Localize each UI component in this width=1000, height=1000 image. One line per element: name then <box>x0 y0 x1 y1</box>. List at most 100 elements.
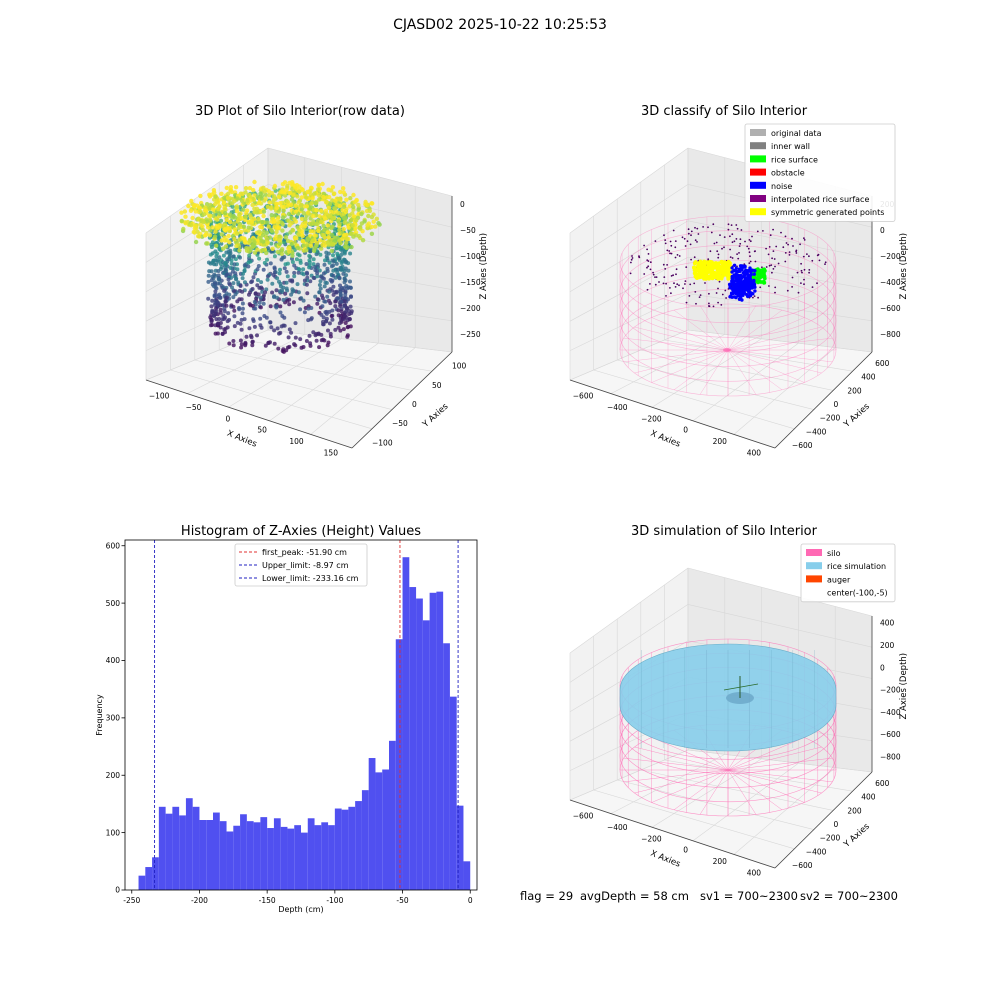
p2-interp-point <box>698 296 701 298</box>
p2-legend-label-1: inner wall <box>771 142 810 151</box>
p1-point <box>369 231 375 236</box>
p1-point <box>252 206 257 211</box>
p2-interp-point <box>686 240 689 243</box>
p1-point <box>231 281 236 286</box>
p2-interp-point <box>787 243 789 246</box>
hist-bar <box>280 826 288 890</box>
p1-point <box>263 290 268 295</box>
p2-x-tick-label: −200 <box>641 414 662 423</box>
p1-point <box>224 217 229 223</box>
p2-noise-point <box>732 268 736 273</box>
p1-point <box>222 288 227 293</box>
p1-point <box>232 314 237 319</box>
p1-point <box>253 306 258 311</box>
p2-interp-point <box>800 269 803 272</box>
p2-symmetric-point <box>704 274 708 279</box>
p2-interp-point <box>689 243 692 246</box>
p2-silo-ring <box>619 215 837 309</box>
p1-point <box>276 226 281 231</box>
p1-y-axis-line <box>351 351 453 449</box>
p2-symmetric-point <box>693 271 698 276</box>
p1-point <box>314 221 319 227</box>
p1-point <box>351 214 357 219</box>
p2-noise-point <box>730 266 734 270</box>
p1-point <box>238 338 243 343</box>
p1-point <box>235 299 240 304</box>
p1-point <box>313 264 318 269</box>
p1-point <box>348 279 352 284</box>
p4-y-tick-label: 0 <box>834 820 839 829</box>
p1-point <box>325 294 330 299</box>
p1-point <box>276 194 282 199</box>
p1-point <box>330 215 335 221</box>
p1-point <box>299 271 304 276</box>
p1-point <box>324 250 329 255</box>
p1-point <box>220 317 225 322</box>
p4-y-axis-line <box>774 771 873 869</box>
p1-point <box>214 306 218 311</box>
hist-bar <box>334 808 342 890</box>
p1-point <box>314 243 319 248</box>
p2-interp-point <box>647 260 650 262</box>
p2-gridline <box>687 220 873 259</box>
p1-point <box>333 327 338 332</box>
p1-point <box>247 326 252 331</box>
p1-point <box>281 297 286 302</box>
p2-interp-point <box>687 232 690 235</box>
p1-point <box>306 306 311 311</box>
p2-interp-point <box>773 258 776 260</box>
hist-bar <box>294 825 301 890</box>
panel1-scatter-3d: −100 −50 0 50 100 150 −100 −50 0 50 100 0 −50 −100 −15… <box>145 147 489 457</box>
p2-interp-point <box>669 287 671 289</box>
p2-noise-point <box>742 279 747 283</box>
p1-point <box>272 194 277 199</box>
p1-point <box>341 327 346 332</box>
hist-bar <box>416 598 423 890</box>
p1-point <box>221 253 226 258</box>
p1-point <box>336 308 341 313</box>
p1-point <box>231 304 236 309</box>
p4-z-tick-label: −400 <box>880 708 901 717</box>
p1-point <box>295 282 300 287</box>
p2-noise-point <box>748 294 753 298</box>
p1-point <box>289 330 294 335</box>
p1-point <box>258 295 263 300</box>
p2-interp-point <box>772 250 775 253</box>
p1-point <box>222 309 227 314</box>
p1-point <box>287 246 292 251</box>
p2-noise-point <box>732 263 737 267</box>
p2-interp-point <box>670 292 672 295</box>
p1-point <box>343 313 348 318</box>
p1-point <box>219 191 224 196</box>
p2-interp-point <box>664 239 667 242</box>
p1-point <box>214 199 220 204</box>
p1-point <box>183 214 188 219</box>
p1-point <box>285 274 290 279</box>
p1-point <box>262 189 268 194</box>
p1-point <box>212 294 217 299</box>
p1-point <box>239 297 244 302</box>
p2-x-tick-label: −400 <box>607 403 628 412</box>
p1-point <box>243 340 248 345</box>
panel4-simulation-3d: −600 −400 −200 0 200 400 −600 −400 −200 0 200 400 60… <box>569 543 909 877</box>
p1-point <box>312 233 317 238</box>
p1-point <box>290 260 295 264</box>
p2-interp-point <box>662 282 665 285</box>
p2-x-axis-line <box>569 379 776 449</box>
p1-point <box>218 303 223 308</box>
p2-noise-point <box>731 291 735 295</box>
p2-interp-point <box>683 237 686 240</box>
p2-interp-point <box>731 233 734 236</box>
p2-noise-point <box>740 264 744 268</box>
p1-point <box>272 341 277 346</box>
p2-legend-swatch-5 <box>750 195 766 202</box>
p2-interp-point <box>782 246 785 249</box>
p2-interp-point <box>788 251 791 254</box>
p2-gridline <box>593 369 795 430</box>
p2-interp-point <box>688 295 691 297</box>
p2-noise-point <box>734 289 738 293</box>
p2-gridline <box>569 220 689 293</box>
p2-interp-point <box>797 291 800 294</box>
p1-point <box>223 267 228 272</box>
p2-interp-point <box>739 242 742 245</box>
